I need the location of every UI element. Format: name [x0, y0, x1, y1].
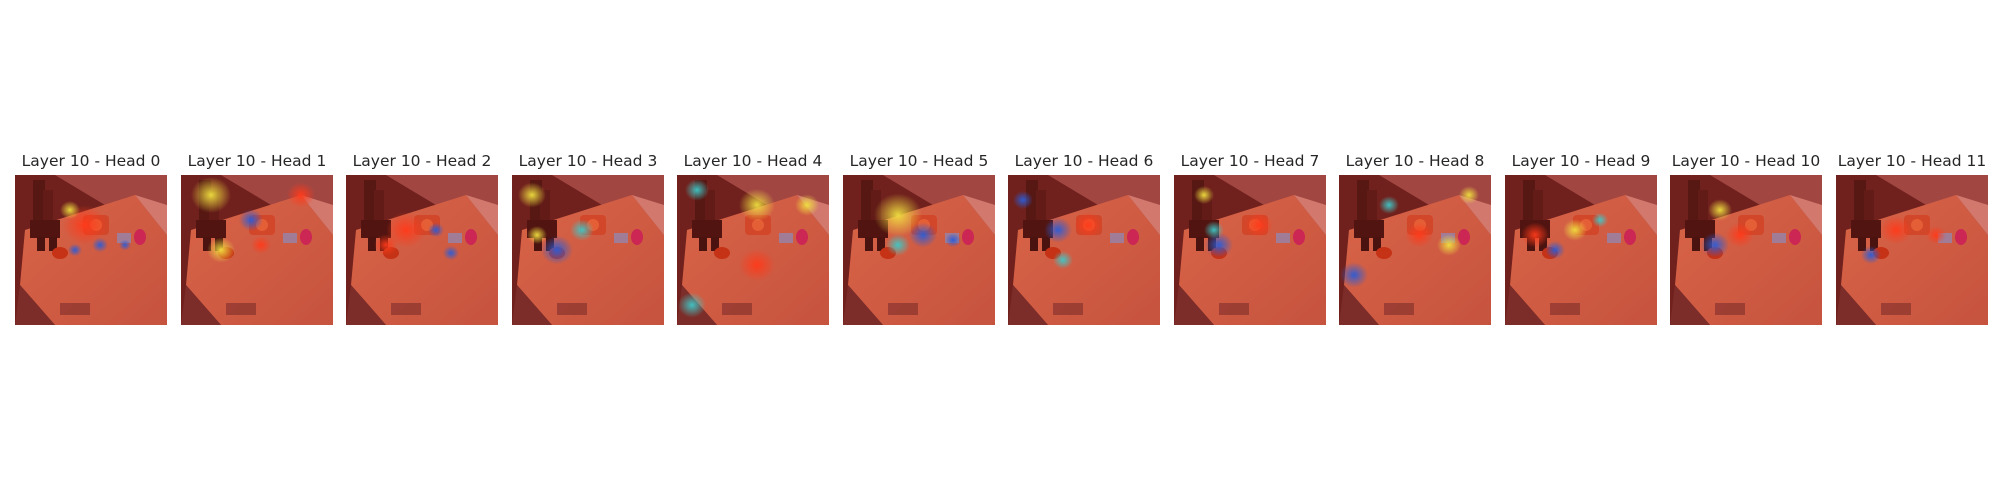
heatmap-panel: Layer 10 - Head 5 [843, 150, 995, 172]
heatmap-panel: Layer 10 - Head 0 [15, 150, 167, 172]
heatmap-panel: Layer 10 - Head 8 [1339, 150, 1491, 172]
attention-heatmap-image [1836, 175, 1988, 325]
attention-heatmap-image [512, 175, 664, 325]
attention-heatmap-image [346, 175, 498, 325]
attention-heatmap-image [1505, 175, 1657, 325]
heatmap-panel: Layer 10 - Head 7 [1174, 150, 1326, 172]
heatmap-panel: Layer 10 - Head 1 [181, 150, 333, 172]
panel-title: Layer 10 - Head 5 [833, 150, 1005, 172]
panel-title: Layer 10 - Head 4 [667, 150, 839, 172]
panel-title: Layer 10 - Head 2 [336, 150, 508, 172]
panel-title: Layer 10 - Head 8 [1329, 150, 1501, 172]
attention-heatmap-image [677, 175, 829, 325]
attention-heatmap-image [1670, 175, 1822, 325]
panel-title: Layer 10 - Head 7 [1164, 150, 1336, 172]
panel-title: Layer 10 - Head 6 [998, 150, 1170, 172]
heatmap-panel: Layer 10 - Head 10 [1670, 150, 1822, 172]
attention-heatmap-image [181, 175, 333, 325]
heatmap-panel: Layer 10 - Head 6 [1008, 150, 1160, 172]
panel-title: Layer 10 - Head 1 [171, 150, 343, 172]
attention-heatmap-image [1339, 175, 1491, 325]
panel-title: Layer 10 - Head 3 [502, 150, 674, 172]
heatmap-panel: Layer 10 - Head 9 [1505, 150, 1657, 172]
heatmap-panel: Layer 10 - Head 4 [677, 150, 829, 172]
attention-heatmap-image [1174, 175, 1326, 325]
heatmap-panel: Layer 10 - Head 2 [346, 150, 498, 172]
attention-heatmap-image [1008, 175, 1160, 325]
panel-title: Layer 10 - Head 9 [1495, 150, 1667, 172]
attention-heatmap-image [843, 175, 995, 325]
heatmap-panel: Layer 10 - Head 3 [512, 150, 664, 172]
panel-title: Layer 10 - Head 11 [1826, 150, 1998, 172]
panel-title: Layer 10 - Head 10 [1660, 150, 1832, 172]
attention-heatmap-image [15, 175, 167, 325]
panel-title: Layer 10 - Head 0 [5, 150, 177, 172]
heatmap-panel: Layer 10 - Head 11 [1836, 150, 1988, 172]
